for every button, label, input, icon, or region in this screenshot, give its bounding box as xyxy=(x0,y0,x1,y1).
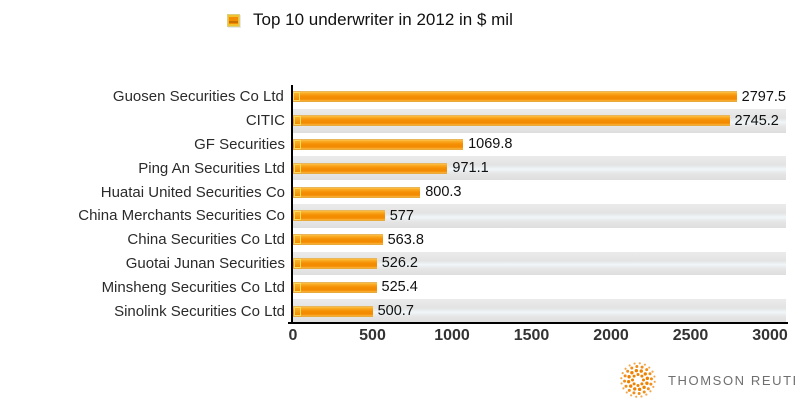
bar xyxy=(293,305,373,317)
bar-start-cap xyxy=(294,235,301,245)
bar-value-label: 526.2 xyxy=(381,255,418,272)
chart-row: GF Securities 1069.8 xyxy=(0,133,786,157)
bar-start-cap xyxy=(294,163,301,173)
bar xyxy=(293,210,385,222)
x-tick-label: 0 xyxy=(288,327,298,344)
bar xyxy=(291,91,737,103)
bar-start-cap xyxy=(294,116,301,126)
chart-row: Sinolink Securities Co Ltd 500.7 xyxy=(0,299,786,323)
bar-value-label: 500.7 xyxy=(377,303,414,320)
x-axis-ticks: 0 500 1000 1500 2000 2500 3000 xyxy=(0,327,795,349)
brand-name: THOMSON REUTERS xyxy=(668,372,795,388)
category-label: Huatai United Securities Co xyxy=(100,183,285,201)
legend-marker-stripe xyxy=(229,20,238,23)
plot-area: Guosen Securities Co Ltd 2797.5 CITIC 2745.… xyxy=(0,85,786,323)
y-axis-line xyxy=(291,85,293,324)
bar-start-cap xyxy=(292,92,300,102)
bar-start-cap xyxy=(294,282,301,292)
chart-title: Top 10 underwriter in 2012 in $ mil xyxy=(253,10,513,29)
bar-track: 577 xyxy=(293,203,786,228)
chart-row: China Merchants Securities Co 577 xyxy=(0,203,786,228)
bar-track: 800.3 xyxy=(293,180,786,204)
chart-row: Huatai United Securities Co 800.3 xyxy=(0,180,786,204)
bar xyxy=(293,281,377,293)
bar-start-cap xyxy=(294,306,301,316)
bar xyxy=(293,162,448,174)
category-label: Guotai Junan Securities xyxy=(125,254,285,272)
bar-track: 525.4 xyxy=(293,275,786,299)
category-label: Ping An Securities Ltd xyxy=(138,159,285,177)
bar-value-label: 800.3 xyxy=(425,184,462,201)
bar-track: 2745.2 xyxy=(293,108,786,133)
x-tick-label: 2000 xyxy=(593,327,629,344)
category-label: Minsheng Securities Co Ltd xyxy=(101,278,285,296)
x-tick-label: 1000 xyxy=(434,327,470,344)
bar xyxy=(293,257,377,269)
thomson-reuters-logo-icon xyxy=(620,362,656,398)
brand-footer: THOMSON REUTERS xyxy=(618,360,795,400)
chart-row: CITIC 2745.2 xyxy=(0,108,786,133)
chart-row: Ping An Securities Ltd 971.1 xyxy=(0,156,786,181)
category-label: CITIC xyxy=(245,112,285,130)
bar-track: 2797.5 xyxy=(291,85,786,109)
category-label: Sinolink Securities Co Ltd xyxy=(114,302,285,320)
x-tick-label: 500 xyxy=(359,327,386,344)
x-tick-label: 2500 xyxy=(672,327,709,344)
category-label: China Securities Co Ltd xyxy=(127,231,285,249)
bar-value-label: 525.4 xyxy=(381,279,418,296)
bar xyxy=(293,186,421,198)
bar-track: 526.2 xyxy=(293,251,786,276)
chart-row: Minsheng Securities Co Ltd 525.4 xyxy=(0,275,786,299)
x-tick-label: 3000 xyxy=(752,327,788,344)
legend-marker-inner xyxy=(229,16,238,24)
x-axis-line xyxy=(288,322,788,324)
bar-value-label: 577 xyxy=(389,207,414,224)
bar-track: 1069.8 xyxy=(293,133,786,157)
bar xyxy=(293,234,383,246)
chart-row: Guosen Securities Co Ltd 2797.5 xyxy=(0,85,786,109)
category-label: Guosen Securities Co Ltd xyxy=(112,88,284,106)
bar-value-label: 563.8 xyxy=(387,231,424,248)
bar xyxy=(293,115,730,127)
chart-row: Guotai Junan Securities 526.2 xyxy=(0,251,786,276)
chart-legend: Top 10 underwriter in 2012 in $ mil xyxy=(227,10,513,30)
bar-track: 971.1 xyxy=(293,156,786,181)
bar-start-cap xyxy=(294,139,301,149)
category-label: China Merchants Securities Co xyxy=(78,207,285,225)
bar-value-label: 2745.2 xyxy=(734,112,779,129)
bar-value-label: 2797.5 xyxy=(741,88,786,105)
bar-start-cap xyxy=(294,258,301,268)
bar-value-label: 1069.8 xyxy=(468,136,513,153)
bar-value-label: 971.1 xyxy=(452,160,489,177)
legend-series-marker-icon xyxy=(227,13,240,27)
bar-start-cap xyxy=(294,187,301,197)
chart-row: China Securities Co Ltd 563.8 xyxy=(0,228,786,252)
bar-track: 500.7 xyxy=(293,299,786,323)
bar-track: 563.8 xyxy=(293,228,786,252)
bar xyxy=(293,138,464,150)
x-tick-label: 1500 xyxy=(513,327,550,344)
bar-start-cap xyxy=(294,211,301,221)
category-label: GF Securities xyxy=(194,135,285,153)
